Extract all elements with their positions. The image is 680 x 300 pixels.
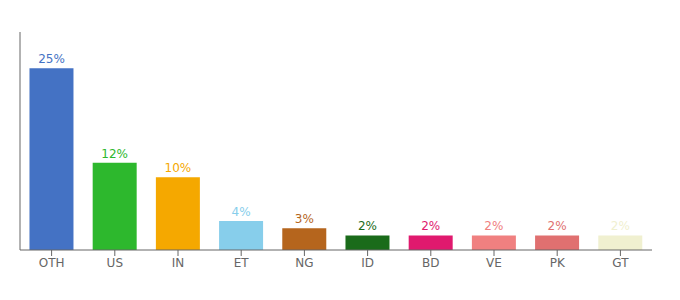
svg-text:2%: 2%	[548, 219, 567, 233]
svg-text:4%: 4%	[232, 205, 251, 219]
svg-text:25%: 25%	[38, 52, 65, 66]
svg-text:BD: BD	[422, 256, 439, 270]
svg-text:12%: 12%	[101, 147, 128, 161]
svg-text:ID: ID	[361, 256, 374, 270]
svg-text:2%: 2%	[611, 219, 630, 233]
svg-text:OTH: OTH	[39, 256, 65, 270]
svg-text:ET: ET	[234, 256, 250, 270]
svg-text:10%: 10%	[165, 161, 192, 175]
svg-text:NG: NG	[295, 256, 313, 270]
svg-text:3%: 3%	[295, 212, 314, 226]
svg-text:2%: 2%	[421, 219, 440, 233]
svg-text:2%: 2%	[358, 219, 377, 233]
svg-text:US: US	[107, 256, 123, 270]
svg-text:PK: PK	[550, 256, 566, 270]
svg-text:GT: GT	[612, 256, 629, 270]
svg-text:IN: IN	[172, 256, 185, 270]
svg-text:VE: VE	[486, 256, 502, 270]
svg-text:2%: 2%	[484, 219, 503, 233]
